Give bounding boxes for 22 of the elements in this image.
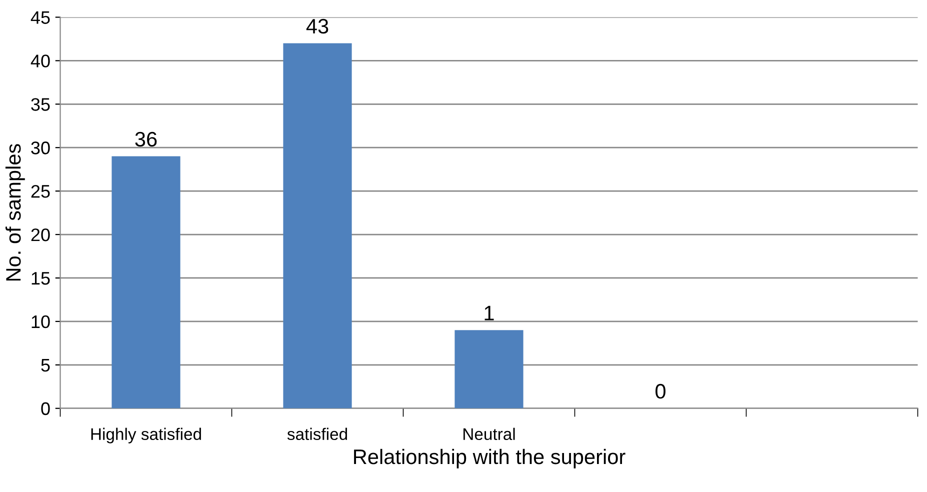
- x-tick-label: satisfied: [287, 428, 347, 440]
- annotation: 36: [135, 132, 157, 147]
- bar: [283, 43, 352, 408]
- bar: [454, 330, 524, 408]
- x-tick-label: Neutral: [464, 428, 515, 440]
- bar: [112, 156, 180, 408]
- y-tick-label: 20: [31, 228, 50, 242]
- y-tick-label: 45: [30, 11, 50, 24]
- x-tick-label: Highly satisfied: [91, 428, 201, 444]
- y-tick-label: 15: [32, 272, 50, 285]
- x-axis-title: Relationship with the superior: [354, 448, 626, 468]
- y-tick-label: 10: [32, 315, 50, 328]
- y-axis-title: No. of samples: [5, 144, 25, 281]
- annotation: 1: [484, 306, 494, 320]
- y-tick-label: 0: [41, 402, 50, 416]
- y-tick-label: 5: [41, 359, 50, 372]
- y-tick-label: 25: [31, 184, 50, 198]
- annotation: 0: [656, 384, 666, 399]
- annotation: 43: [306, 18, 328, 34]
- y-tick-label: 40: [30, 54, 50, 68]
- y-tick-label: 35: [31, 98, 50, 111]
- y-tick-label: 30: [31, 142, 50, 154]
